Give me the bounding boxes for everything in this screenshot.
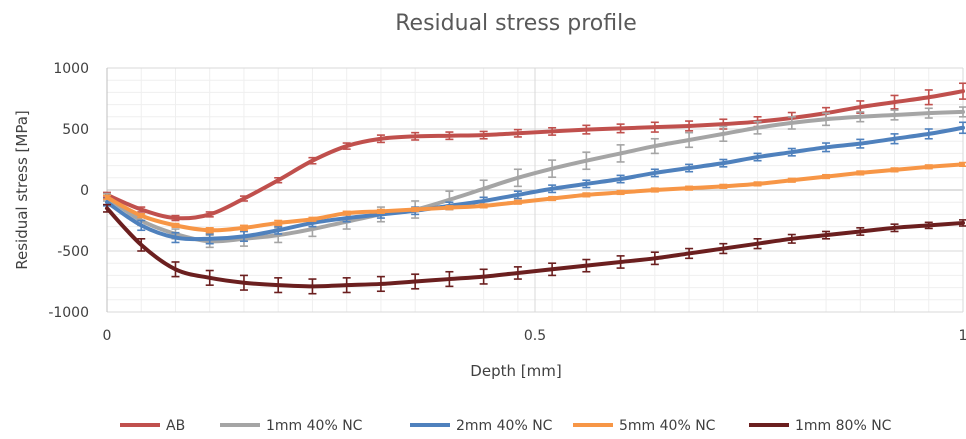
series-line	[105, 109, 965, 244]
x-tick-labels: 0 0.5 1	[103, 328, 966, 344]
x-axis-label: Depth [mm]	[470, 362, 561, 380]
y-tick-labels: 1000 500 0 -500 -1000	[48, 61, 89, 321]
y-axis-label: Residual stress [MPa]	[13, 110, 31, 270]
series-line	[105, 206, 965, 289]
y-tick-label: -500	[57, 244, 89, 260]
series-group	[103, 82, 966, 295]
series-4	[103, 161, 966, 234]
series-5	[103, 203, 966, 295]
legend-label: 2mm 40% NC	[456, 418, 553, 434]
legend-label: 5mm 40% NC	[619, 418, 716, 434]
y-tick-label: -1000	[48, 305, 89, 321]
x-tick-label: 0.5	[524, 328, 546, 344]
x-tick-label: 1	[959, 328, 966, 344]
y-tick-label: 0	[80, 183, 89, 199]
y-tick-label: 500	[62, 122, 89, 138]
series-line	[105, 162, 965, 233]
series-line	[105, 125, 965, 242]
y-tick-label: 1000	[53, 61, 89, 77]
legend-label: 1mm 80% NC	[795, 418, 892, 434]
legend-label: 1mm 40% NC	[266, 418, 363, 434]
legend: AB 1mm 40% NC 2mm 40% NC 5mm 40% NC 1mm 80% …	[120, 418, 892, 434]
chart-title: Residual stress profile	[395, 11, 637, 36]
legend-label: AB	[166, 418, 185, 434]
x-tick-label: 0	[103, 328, 112, 344]
